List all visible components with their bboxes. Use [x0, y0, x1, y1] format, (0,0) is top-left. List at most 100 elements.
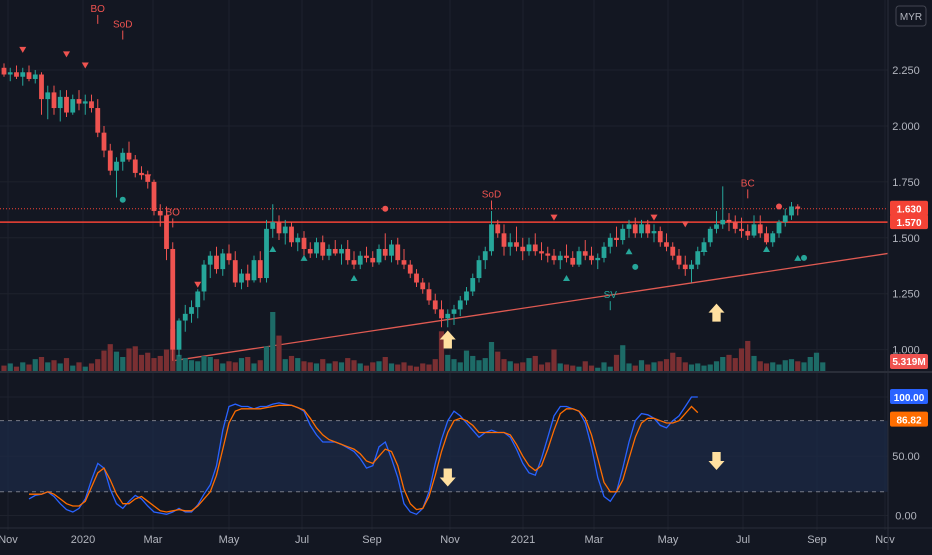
candle-body	[770, 233, 776, 243]
candle-body	[732, 222, 738, 229]
signal-markers: BO SoD BO SoD SV BC	[19, 4, 807, 487]
volume-bar	[801, 362, 807, 372]
volume-bar	[751, 355, 757, 372]
candle-body	[401, 260, 407, 265]
candle-body	[451, 309, 457, 314]
volume-bar	[57, 363, 63, 372]
sell-triangle-marker	[650, 214, 658, 221]
candle-body	[270, 222, 276, 229]
stochastic-d-value: 86.82	[896, 416, 921, 427]
candle-body	[226, 253, 232, 261]
candle-body	[95, 108, 101, 133]
candle-body	[601, 246, 607, 258]
volume-bar	[101, 350, 107, 372]
volume-bar	[145, 352, 151, 372]
sell-triangle-marker	[681, 221, 689, 228]
candle-body	[664, 242, 669, 247]
volume-bar	[663, 359, 670, 372]
annotation-label: SV	[604, 290, 618, 301]
annotation-label: BO	[166, 207, 181, 218]
volume-bar	[557, 363, 563, 372]
volume-bar	[351, 360, 357, 372]
volume-bar	[201, 355, 207, 372]
volume-bar	[463, 350, 470, 372]
volume-bar	[382, 357, 388, 372]
volume-bar	[607, 366, 613, 372]
stochastic-down-arrow	[708, 451, 725, 470]
candle-body	[432, 300, 438, 310]
sell-triangle-marker	[81, 62, 89, 69]
candle-body	[489, 224, 494, 252]
volume-bar	[395, 364, 401, 372]
candle-body	[526, 244, 532, 252]
currency-badge-label: MYR	[900, 12, 922, 23]
volume-bar	[782, 360, 788, 372]
volume-bar	[445, 354, 451, 372]
candle-body	[582, 251, 588, 256]
signal-circle-marker	[382, 205, 389, 212]
candle-body	[132, 159, 138, 173]
candle-body	[257, 260, 263, 279]
signal-circle-marker	[119, 196, 126, 203]
volume-bar	[795, 361, 801, 372]
volume-bar	[307, 362, 313, 372]
stochastic-down-arrow	[439, 468, 456, 487]
candle-body	[1, 67, 7, 75]
volume-bar	[638, 360, 645, 372]
volume-bar	[495, 351, 501, 372]
candle-body	[382, 248, 388, 256]
candle-body	[745, 231, 751, 236]
volume-bar	[345, 358, 351, 372]
volume-bar	[420, 363, 426, 372]
candle-body	[726, 219, 732, 223]
volume-bar	[32, 359, 38, 372]
candle-body	[595, 257, 601, 261]
candle-body	[51, 92, 57, 109]
volume-bar	[526, 358, 532, 372]
buy-triangle-marker	[269, 245, 277, 252]
volume-bar	[257, 360, 263, 372]
volume-bar	[213, 359, 220, 372]
candle-body	[220, 253, 226, 270]
volume-bar	[295, 358, 301, 372]
candle-body	[70, 99, 76, 113]
volume-bar	[788, 359, 795, 372]
candle-body	[201, 264, 207, 292]
candle-body	[295, 237, 301, 243]
volume-bar	[151, 358, 157, 372]
volume-bar	[438, 331, 445, 372]
candle-body	[789, 206, 794, 216]
volume-bar	[770, 362, 776, 372]
volume-label-box	[890, 354, 928, 369]
x-tick-label: Sep	[362, 534, 382, 546]
candle-body	[245, 273, 251, 281]
candle-body	[189, 307, 194, 314]
volume-bar	[51, 360, 57, 372]
candle-body	[101, 132, 107, 151]
candle-body	[570, 257, 576, 265]
candle-body	[776, 222, 782, 234]
x-tick-label: Nov	[440, 534, 460, 546]
candle-body	[576, 251, 582, 265]
price-tick-label: 2.000	[892, 121, 920, 133]
candle-body	[407, 264, 413, 274]
x-tick-label: Jul	[295, 534, 309, 546]
sell-triangle-marker	[194, 281, 202, 288]
candle-body	[207, 255, 213, 265]
candle-body	[532, 244, 538, 252]
candle-body	[45, 92, 51, 100]
volume-bars	[1, 312, 826, 372]
candle-body	[182, 313, 188, 321]
volume-bar	[632, 365, 638, 372]
candle-body	[264, 228, 269, 279]
candle-body	[639, 224, 644, 234]
volume-bar	[251, 363, 257, 372]
volume-bar	[45, 362, 51, 372]
volume-bar	[570, 365, 576, 372]
currency-badge	[895, 5, 927, 27]
volume-bar	[276, 335, 282, 372]
price-up-arrow	[439, 330, 456, 349]
stochastic-k-value: 100.00	[894, 393, 925, 404]
